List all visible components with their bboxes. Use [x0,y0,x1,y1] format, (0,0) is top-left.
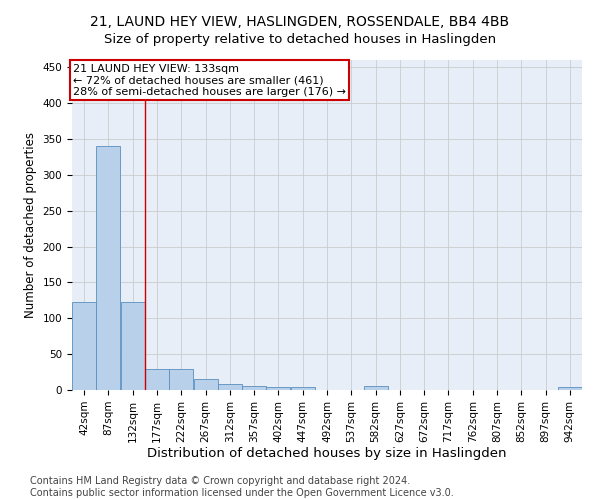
Bar [169,369,193,390]
Bar [72,302,96,390]
Bar [364,386,388,390]
Bar [97,146,121,390]
Bar [194,379,218,390]
Bar [291,387,315,390]
Bar [266,387,290,390]
Bar [145,369,169,390]
Bar [218,384,242,390]
Bar [242,386,266,390]
Text: Size of property relative to detached houses in Haslingden: Size of property relative to detached ho… [104,32,496,46]
Text: 21 LAUND HEY VIEW: 133sqm
← 72% of detached houses are smaller (461)
28% of semi: 21 LAUND HEY VIEW: 133sqm ← 72% of detac… [73,64,346,97]
Bar [121,302,145,390]
Bar [558,387,582,390]
Text: Contains HM Land Registry data © Crown copyright and database right 2024.
Contai: Contains HM Land Registry data © Crown c… [30,476,454,498]
X-axis label: Distribution of detached houses by size in Haslingden: Distribution of detached houses by size … [147,448,507,460]
Y-axis label: Number of detached properties: Number of detached properties [24,132,37,318]
Text: 21, LAUND HEY VIEW, HASLINGDEN, ROSSENDALE, BB4 4BB: 21, LAUND HEY VIEW, HASLINGDEN, ROSSENDA… [91,15,509,29]
